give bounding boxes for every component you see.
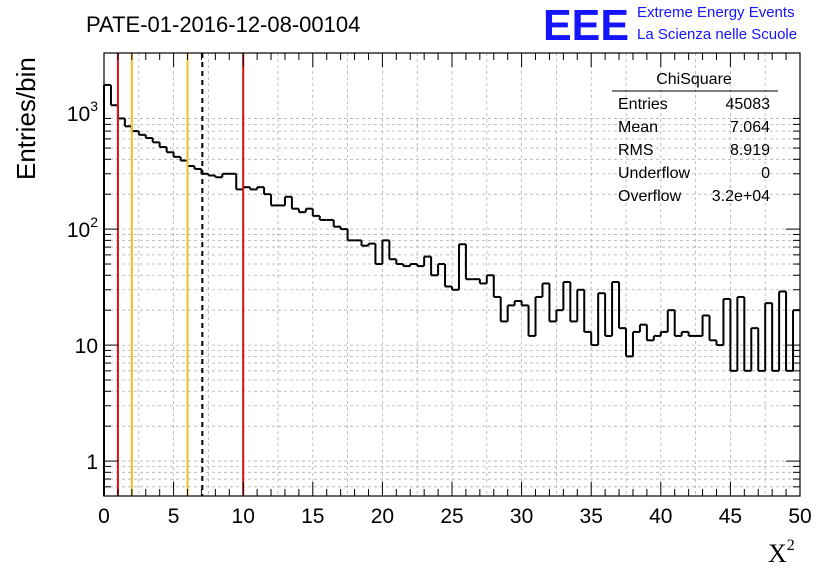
stats-row-label: Entries	[618, 96, 668, 113]
stats-row-label: Underflow	[618, 165, 690, 182]
x-tick-label: 45	[719, 505, 742, 528]
y-tick-label: 102	[67, 214, 98, 242]
logo-line-1: Extreme Energy Events	[637, 4, 795, 21]
stats-row-label: Overflow	[618, 188, 682, 205]
x-tick-labels: 0 5 10 15 20 25 30 35 40 45 50	[98, 505, 812, 528]
eee-logo: EEE Extreme Energy Events La Scienza nel…	[543, 1, 797, 50]
x-tick-label: 25	[440, 505, 463, 528]
y-tick-label-exponent: 3	[90, 98, 98, 114]
x-axis-label-base: X	[768, 539, 787, 568]
y-tick-label-base: 10	[67, 219, 90, 242]
stats-row-label: RMS	[618, 142, 654, 159]
histogram	[103, 83, 800, 496]
stats-title: ChiSquare	[656, 71, 732, 88]
logo-line-2: La Scienza nelle Scuole	[637, 26, 797, 43]
stats-rows: Entries 45083 Mean 7.064 RMS 8.919 Underflow 0 O…	[618, 96, 770, 205]
x-tick-label: 40	[649, 505, 672, 528]
x-tick-label: 35	[580, 505, 603, 528]
eee-logo-mark: EEE	[543, 1, 629, 50]
x-tick-label: 50	[788, 505, 811, 528]
x-tick-label: 30	[510, 505, 533, 528]
chart-title: PATE-01-2016-12-08-00104	[86, 12, 360, 37]
stats-row-value: 8.919	[730, 142, 770, 159]
x-axis-label-superscript: 2	[787, 537, 795, 554]
stats-row-label: Mean	[618, 119, 658, 136]
y-tick-label: 103	[67, 98, 98, 126]
x-axis-label: X2	[768, 537, 795, 568]
x-tick-label: 15	[301, 505, 324, 528]
y-axis-label: Entries/bin	[11, 57, 41, 180]
stats-row-value: 45083	[726, 96, 771, 113]
stats-box: ChiSquare Entries 45083 Mean 7.064 RMS 8.919 U…	[612, 71, 778, 205]
grid	[104, 53, 800, 496]
stats-row-value: 0	[761, 165, 770, 182]
y-tick-label: 1	[86, 451, 98, 474]
y-tick-label-exponent: 2	[90, 214, 98, 230]
axis-ticks	[103, 53, 801, 496]
stats-row-value: 7.064	[730, 119, 770, 136]
stats-row-value: 3.2e+04	[712, 188, 770, 205]
x-tick-label: 5	[168, 505, 180, 528]
vertical-markers	[116, 53, 245, 496]
x-tick-label: 20	[371, 505, 394, 528]
y-tick-label-base: 10	[67, 103, 90, 126]
x-tick-label: 0	[98, 505, 110, 528]
x-tick-label: 10	[232, 505, 255, 528]
y-tick-label: 10	[75, 335, 98, 358]
